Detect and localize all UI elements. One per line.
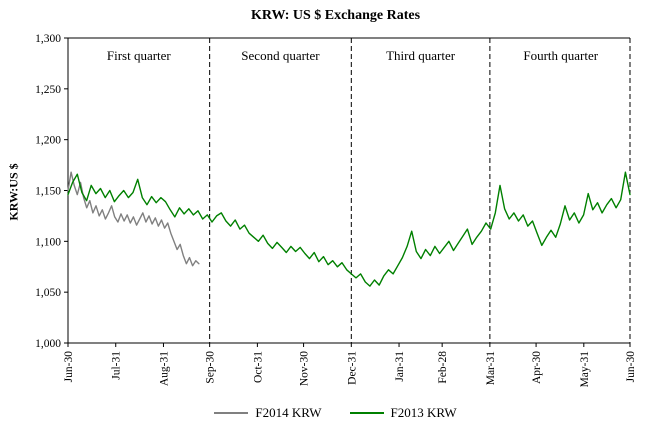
x-tick-label: Mar-31	[485, 351, 497, 386]
x-tick-label: Sep-30	[205, 351, 217, 384]
y-tick-label: 1,250	[35, 84, 61, 96]
y-tick-label: 1,050	[35, 287, 61, 299]
plot-area: 1,000 1,050 1,100 1,150 1,200 1,250 1,300 Jun-3…	[35, 33, 637, 388]
x-tick-label: May-31	[579, 351, 591, 388]
x-tick-label: Dec-31	[346, 351, 358, 385]
series-f2014-krw	[67, 171, 200, 267]
y-tick-label: 1,100	[35, 236, 61, 248]
f2013-line-sample	[349, 412, 384, 414]
y-tick-label: 1,150	[35, 186, 61, 198]
x-tick-label: Aug-31	[158, 351, 170, 386]
legend-label-f2013: F2013 KRW	[390, 405, 457, 420]
chart-title: KRW: US $ Exchange Rates	[250, 8, 421, 23]
legend-item-f2014: F2014 KRW	[214, 405, 322, 421]
x-tick-label: Nov-30	[299, 351, 311, 386]
quarter-label: Third quarter	[386, 48, 456, 63]
x-tick-label: Jun-30	[63, 351, 75, 383]
x-tick-label: Feb-28	[437, 351, 449, 384]
y-tick-label: 1,000	[35, 338, 61, 350]
x-tick-label: Jul-31	[111, 351, 123, 380]
quarter-label: Second quarter	[241, 48, 320, 63]
x-tick-label: Jan-31	[394, 351, 406, 382]
x-tick-label: Apr-30	[531, 351, 543, 384]
x-tick-label: Jun-30	[625, 351, 637, 383]
chart-legend: F2014 KRW F2013 KRW	[0, 405, 671, 421]
legend-label-f2014: F2014 KRW	[255, 405, 322, 420]
f2014-line-sample	[214, 412, 249, 414]
legend-item-f2013: F2013 KRW	[349, 405, 457, 421]
x-tick-label: Oct-31	[252, 351, 264, 383]
y-tick-label: 1,200	[35, 135, 61, 147]
quarter-label: Fourth quarter	[523, 48, 598, 63]
y-tick-label: 1,300	[35, 33, 61, 45]
series-f2013-krw	[67, 171, 631, 287]
quarter-label: First quarter	[107, 48, 172, 63]
